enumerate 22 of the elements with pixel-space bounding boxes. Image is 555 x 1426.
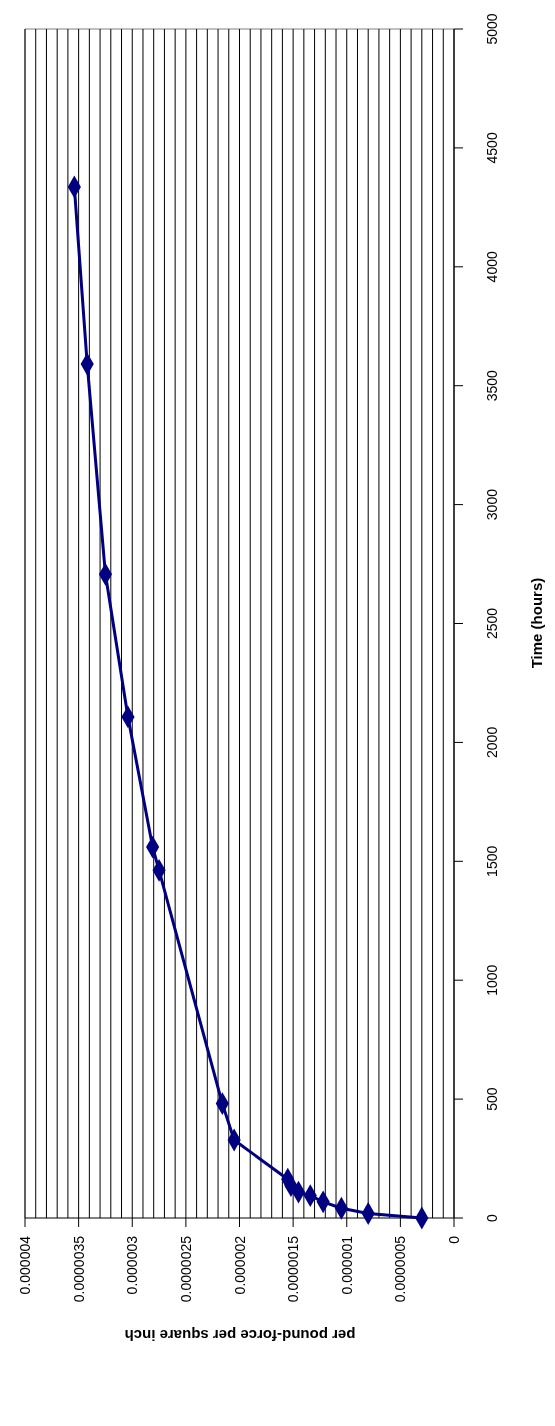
x-tick-label: 0.000004 [17,1235,33,1295]
x-tick-label: 0.0000035 [70,1235,87,1303]
x-tick-label: 0.0000005 [392,1235,409,1303]
y-tick-label: 2000 [484,726,500,758]
x-axis-title: per pound-force per square inch [124,1327,356,1344]
y-tick-label: 4500 [484,132,500,164]
y-tick-label: 2500 [484,607,500,640]
x-tick-label: 0.0000025 [177,1235,194,1303]
x-tick-label: 0 [446,1235,462,1244]
y-tick-label: 3000 [484,488,500,521]
y-tick-label: 1500 [484,845,500,877]
y-tick-label: 5000 [484,13,500,45]
y-tick-label: 3500 [484,369,500,402]
y-tick-label: 500 [484,1087,500,1111]
x-tick-label: 0.0000015 [285,1235,302,1303]
y-tick-label: 4000 [484,251,500,283]
y-tick-label: 0 [484,1213,500,1222]
x-tick-label: 0.000002 [231,1235,248,1295]
y-tick-label: 1000 [484,964,500,996]
y-axis-title: Time (hours) [528,577,545,669]
x-tick-label: 0.000003 [124,1235,141,1295]
x-tick-label: 0.000001 [338,1235,355,1295]
